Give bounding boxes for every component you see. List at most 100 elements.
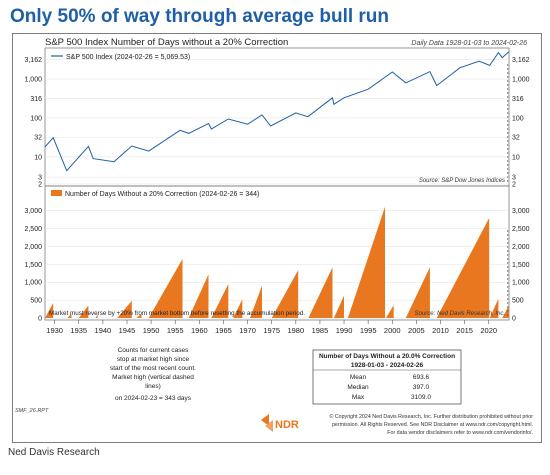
top-y-ticks-right: 23 10 32 100 316 1,000 3,162	[512, 57, 530, 188]
x-tick-label: 1940	[95, 326, 112, 335]
correction-episode	[211, 284, 229, 318]
stats-table-title: Number of Days Without a 20.0% Correctio…	[319, 353, 455, 360]
top-legend: S&P 500 Index (2024-02-26 = 5,069.53)	[66, 54, 190, 61]
copyright-line: For data vendor disclaimers refer to www…	[387, 430, 533, 436]
top-y-ticks-left: 23 10 32 100 316 1,000 3,162	[24, 57, 42, 188]
x-tick-label: 1995	[360, 326, 377, 335]
top-y-tick-label: 3,162	[24, 57, 42, 64]
bottom-gridlines	[45, 210, 509, 319]
correction-episode	[489, 298, 499, 318]
correction-episode	[250, 285, 262, 318]
top-y-tick-label: 100	[30, 115, 42, 122]
bottom-y-tick-label: 2,000	[24, 244, 42, 251]
copyright-line: permission. All Rights Reserved. See NDR…	[332, 422, 533, 428]
correction-episode	[136, 313, 142, 318]
bottom-y-tick-label: 3,000	[512, 208, 530, 215]
counts-note-line: lines)	[145, 383, 161, 390]
stats-table-border	[312, 349, 462, 405]
x-tick-label: 1965	[215, 326, 232, 335]
x-tick-label: 2015	[456, 326, 473, 335]
top-y-tick-label: 3	[512, 175, 516, 182]
counts-note-line: stop at market high since	[117, 356, 190, 363]
sp500-line	[44, 51, 510, 172]
copyright-line: © Copyright 2024 Ned Davis Research, Inc…	[329, 413, 533, 420]
counts-note-line: Market high (vertical dashed	[112, 374, 194, 381]
bottom-y-tick-label: 1,500	[24, 262, 42, 269]
top-y-tick-label: 316	[30, 96, 42, 103]
top-gridlines	[45, 59, 509, 185]
bottom-note: Market must reverse by +20% from market …	[49, 310, 305, 317]
top-panel-frame	[44, 47, 510, 187]
x-tick-label: 2005	[408, 326, 425, 335]
top-y-tick-label: 10	[512, 154, 520, 161]
correction-episode	[148, 259, 183, 318]
top-y-tick-label: 100	[512, 115, 524, 122]
counts-note-line: Counts for current cases	[118, 347, 190, 354]
correction-episode	[45, 303, 54, 318]
x-tick-label: 2020	[480, 326, 497, 335]
x-tick-label: 1935	[70, 326, 87, 335]
top-source: Source: S&P Dow Jones Indices	[419, 178, 505, 184]
top-y-tick-label: 3	[38, 175, 42, 182]
correction-episode	[386, 305, 394, 318]
bottom-y-tick-label: 0	[512, 316, 516, 323]
correction-episode	[405, 267, 430, 318]
correction-episode	[67, 313, 72, 318]
correction-episode	[347, 206, 385, 318]
stats-row-label: Median	[347, 384, 369, 391]
bottom-y-ticks-right: 0 500 1,000 1,500 2,000 2,500 3,000	[512, 208, 530, 322]
bottom-y-tick-label: 500	[30, 298, 42, 305]
x-tick-label: 1975	[263, 326, 280, 335]
x-tick-label: 2000	[384, 326, 401, 335]
top-y-tick-label: 1,000	[512, 77, 530, 84]
chart-figure: S&P 500 Index Number of Days without a 2…	[12, 33, 542, 443]
top-y-tick-label: 3,162	[512, 57, 530, 64]
stats-row-value: 693.6	[413, 374, 430, 381]
days-without-correction-area	[45, 206, 509, 318]
correction-episode	[436, 217, 490, 318]
counts-note-line: on 2024-02-23 = 343 days	[115, 395, 192, 402]
bottom-y-tick-label: 0	[38, 316, 42, 323]
stats-row-value: 397.0	[413, 384, 430, 391]
correction-episode	[233, 299, 243, 318]
bottom-y-tick-label: 1,500	[512, 262, 530, 269]
stats-row-label: Max	[352, 394, 365, 401]
top-y-tick-label: 316	[512, 96, 524, 103]
x-tick-label: 1990	[336, 326, 353, 335]
bottom-y-ticks-left: 0 500 1,000 1,500 2,000 2,500 3,000	[24, 208, 42, 322]
bottom-panel-frame	[44, 185, 510, 321]
daily-data-note: Daily Data 1928-01-03 to 2024-02-26	[411, 40, 527, 47]
top-y-tick-label: 10	[34, 154, 42, 161]
x-tick-label: 1930	[46, 326, 63, 335]
x-tick-label: 1945	[119, 326, 136, 335]
bottom-y-tick-label: 1,000	[24, 280, 42, 287]
bottom-y-tick-label: 2,500	[24, 226, 42, 233]
top-y-tick-label: 2	[512, 182, 516, 189]
correction-episode	[333, 295, 344, 318]
correction-episode	[117, 300, 132, 318]
chart-title: S&P 500 Index Number of Days without a 2…	[45, 37, 288, 48]
bottom-y-tick-label: 2,000	[512, 244, 530, 251]
top-y-tick-label: 32	[34, 135, 42, 142]
ndr-logo-text: NDR	[275, 419, 299, 431]
correction-episode	[95, 314, 98, 318]
stats-row-value: 3109.0	[411, 394, 431, 401]
correction-episode	[271, 270, 299, 318]
counts-note: Counts for current cases stop at market …	[110, 347, 196, 402]
correction-episode	[502, 305, 509, 318]
x-tick-label: 1955	[167, 326, 184, 335]
correction-episode	[78, 305, 89, 318]
bottom-y-tick-label: 1,000	[512, 280, 530, 287]
x-tick-label: 1980	[287, 326, 304, 335]
top-y-tick-label: 32	[512, 135, 520, 142]
correction-episode	[188, 274, 209, 318]
x-tick-label: 1950	[143, 326, 160, 335]
ndr-logo-mark	[265, 420, 273, 432]
bottom-y-tick-label: 2,500	[512, 226, 530, 233]
correction-episode	[308, 267, 333, 318]
x-axis-ticks: 1930 1935 1940 1945 1950 1955 1960 1965 1970 1975…	[46, 320, 497, 335]
stats-table-subtitle: 1928-01-03 - 2024-02-26	[351, 362, 424, 369]
stats-row-label: Mean	[350, 374, 367, 381]
bottom-legend: Number of Days Without a 20% Correction …	[65, 191, 259, 198]
ndr-logo-mark	[261, 414, 269, 426]
